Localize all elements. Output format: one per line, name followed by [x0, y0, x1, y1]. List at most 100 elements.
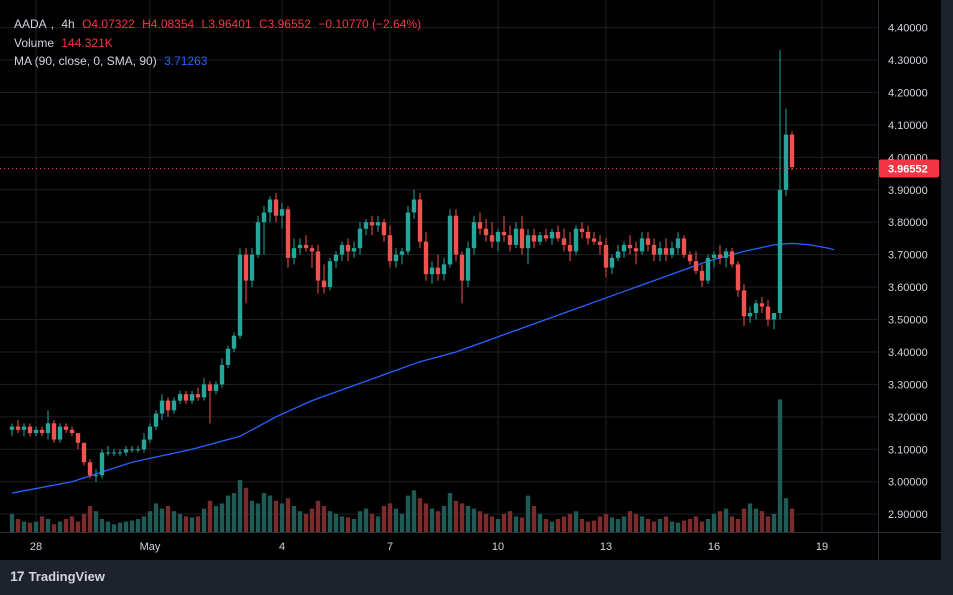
candle-body	[531, 235, 537, 242]
candle-body	[69, 429, 75, 434]
candle-body	[573, 228, 579, 252]
tradingview-brand[interactable]: 17 TradingView	[10, 568, 105, 584]
volume-bar	[333, 513, 339, 532]
volume-bar	[543, 519, 549, 532]
volume-bar	[411, 490, 417, 532]
candle-body	[249, 254, 255, 281]
volume-bar	[471, 508, 477, 532]
y-tick-label: 2.90000	[888, 509, 928, 521]
volume-bar	[627, 511, 633, 532]
volume-bar	[663, 516, 669, 532]
candle-body	[429, 267, 435, 275]
candle-body	[189, 394, 195, 401]
volume-bar	[387, 503, 393, 532]
candle-body	[561, 238, 567, 245]
volume-bar	[573, 511, 579, 532]
y-tick-label: 4.10000	[888, 120, 928, 132]
candle-body	[693, 261, 699, 271]
x-tick-label: 19	[816, 541, 828, 553]
volume-bar	[315, 500, 321, 532]
volume-bar	[15, 519, 21, 532]
volume-bar	[405, 495, 411, 532]
volume-bar	[561, 516, 567, 532]
volume-bar	[771, 513, 777, 532]
volume-bar	[687, 519, 693, 532]
y-tick-label: 3.80000	[888, 217, 928, 229]
candle-body	[57, 426, 63, 440]
candle-body	[441, 264, 447, 275]
candle-body	[231, 335, 237, 349]
ohlc-legend: AADA, 4h O4.07322 H4.08354 L3.96401 C3.9…	[14, 17, 425, 31]
volume-bar	[159, 508, 165, 532]
candle-body	[759, 303, 765, 307]
candle-body	[549, 231, 555, 239]
volume-bar	[99, 519, 105, 532]
candlestick-chart[interactable]: 4.400004.300004.200004.100004.000003.900…	[0, 0, 941, 560]
candle-body	[369, 222, 375, 226]
candle-body	[351, 248, 357, 252]
candle-body	[543, 235, 549, 239]
candle-body	[303, 244, 309, 249]
last-price-label: 3.96552	[888, 164, 928, 176]
volume-bar	[651, 521, 657, 532]
candle-body	[783, 134, 789, 190]
brand-label: TradingView	[28, 568, 105, 584]
volume-bar	[699, 521, 705, 532]
candle-body	[135, 449, 141, 451]
candle-body	[333, 254, 339, 262]
volume-bar	[255, 503, 261, 532]
candle-body	[201, 384, 207, 398]
chart-pane[interactable]: 4.40000 4.30000 4.20000 4.10000 4.00000 3.900…	[0, 0, 941, 560]
volume-bar	[267, 495, 273, 532]
candle-body	[489, 235, 495, 242]
candle-body	[381, 222, 387, 236]
volume-bar	[693, 516, 699, 532]
candle-body	[699, 270, 705, 281]
y-tick-label: 3.70000	[888, 250, 928, 262]
volume-bar	[309, 508, 315, 532]
volume-bar	[783, 498, 789, 532]
candle-body	[81, 442, 87, 463]
candle-body	[447, 215, 453, 265]
volume-bar	[39, 516, 45, 532]
volume-bar	[21, 521, 27, 532]
candle-body	[63, 426, 69, 430]
volume-bar	[261, 493, 267, 532]
candle-body	[453, 215, 459, 255]
volume-bar	[603, 513, 609, 532]
volume-bar	[183, 516, 189, 532]
candle-body	[789, 134, 795, 168]
candle-body	[33, 429, 39, 434]
legend-high: H4.08354	[142, 17, 195, 31]
candle-body	[663, 248, 669, 255]
volume-bar	[429, 508, 435, 532]
candle-body	[477, 222, 483, 229]
volume-bar	[165, 506, 171, 532]
candle-body	[309, 248, 315, 252]
candle-body	[147, 426, 153, 440]
candle-body	[111, 452, 117, 454]
volume-bar	[537, 513, 543, 532]
volume-bar	[339, 516, 345, 532]
volume-bar	[237, 480, 243, 532]
volume-bar	[219, 503, 225, 532]
volume-bar	[447, 493, 453, 532]
volume-bar	[225, 495, 231, 532]
y-tick-label: 3.10000	[888, 444, 928, 456]
volume-bar	[273, 500, 279, 532]
volume-bar	[201, 508, 207, 532]
volume-bar	[669, 521, 675, 532]
volume-bar	[303, 513, 309, 532]
y-tick-label: 4.40000	[888, 23, 928, 35]
volume-bar	[567, 513, 573, 532]
candle-body	[597, 241, 603, 245]
ma-label: MA (90, close, 0, SMA, 90)	[14, 54, 157, 68]
candle-body	[753, 303, 759, 314]
candle-body	[645, 238, 651, 245]
ma-line	[11, 242, 835, 494]
volume-bar	[489, 516, 495, 532]
volume-bar	[513, 516, 519, 532]
candle-body	[735, 264, 741, 291]
volume-bar	[177, 513, 183, 532]
volume-bar	[675, 522, 681, 532]
